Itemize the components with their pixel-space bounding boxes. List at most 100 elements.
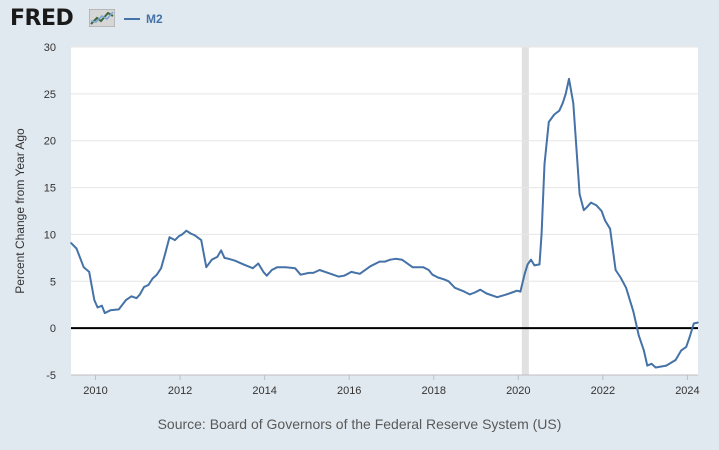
y-tick-label: 30 xyxy=(44,42,56,54)
x-tick-label: 2024 xyxy=(675,385,699,397)
data-point xyxy=(447,280,450,283)
data-point xyxy=(619,276,622,279)
data-point xyxy=(511,291,513,294)
data-point xyxy=(443,278,446,281)
data-point xyxy=(632,310,635,313)
x-tick-label: 2010 xyxy=(83,385,107,397)
data-point xyxy=(135,297,138,299)
data-point xyxy=(697,321,699,324)
data-point xyxy=(93,299,96,301)
legend-label-m2: M2 xyxy=(146,12,163,26)
legend-swatch-m2 xyxy=(124,18,140,20)
data-point xyxy=(312,272,315,274)
data-point xyxy=(234,259,236,262)
data-point xyxy=(271,269,273,271)
data-point xyxy=(463,290,465,293)
data-point xyxy=(210,258,213,261)
data-point xyxy=(505,293,508,296)
data-point xyxy=(117,308,120,311)
data-point xyxy=(205,266,208,269)
data-point xyxy=(189,232,192,235)
chart-legend: M2 xyxy=(124,12,163,26)
data-point xyxy=(561,102,564,105)
trend-line-icon xyxy=(89,9,115,27)
data-point xyxy=(130,295,133,298)
data-point xyxy=(104,312,106,314)
data-point xyxy=(378,260,381,263)
fred-logo[interactable]: FRED xyxy=(10,6,74,31)
y-tick-label: 25 xyxy=(44,89,56,101)
data-point xyxy=(284,266,287,269)
data-point xyxy=(614,269,617,271)
data-point xyxy=(147,284,150,286)
data-point xyxy=(422,266,424,269)
data-point xyxy=(318,269,321,271)
series-layer xyxy=(70,77,699,369)
data-point xyxy=(583,209,585,211)
data-point xyxy=(516,289,518,292)
data-point xyxy=(650,362,653,365)
data-point xyxy=(646,364,649,367)
data-point xyxy=(401,258,403,261)
x-tick-label: 2020 xyxy=(506,385,530,397)
data-point xyxy=(665,364,668,367)
x-axis: 2010 2012 2014 2016 2018 2020 2022 2024 xyxy=(71,374,700,397)
data-point xyxy=(680,349,682,352)
data-point xyxy=(543,163,546,165)
y-axis-label: Percent Change from Year Ago xyxy=(13,128,27,294)
data-point xyxy=(168,236,171,239)
data-point xyxy=(427,269,430,271)
data-point xyxy=(533,264,536,267)
data-point xyxy=(216,256,219,258)
y-axis: -5 0 5 10 15 20 25 30 xyxy=(44,42,56,382)
data-point xyxy=(347,272,349,275)
data-point xyxy=(185,229,188,232)
data-point xyxy=(101,304,103,307)
y-tick-label: -5 xyxy=(46,370,56,382)
data-point xyxy=(685,346,687,348)
data-point xyxy=(257,262,260,265)
data-point xyxy=(181,233,183,236)
data-point xyxy=(496,296,498,299)
data-point xyxy=(164,252,167,254)
data-point xyxy=(276,266,279,269)
y-tick-label: 20 xyxy=(44,136,56,148)
data-point xyxy=(600,210,603,212)
data-point xyxy=(308,272,310,274)
data-point xyxy=(143,286,145,288)
data-point xyxy=(437,276,439,279)
data-point xyxy=(578,193,581,195)
data-point xyxy=(262,271,265,273)
x-tick-label: 2012 xyxy=(168,385,192,397)
data-point xyxy=(595,204,598,207)
data-point xyxy=(252,267,254,269)
data-point xyxy=(265,274,268,277)
data-point xyxy=(564,93,567,95)
x-tick-label: 2018 xyxy=(422,385,446,397)
data-point xyxy=(638,334,640,337)
data-point xyxy=(384,260,386,263)
data-point xyxy=(337,275,340,278)
data-point xyxy=(625,287,627,289)
data-point xyxy=(643,349,645,352)
series-line-m2 xyxy=(70,77,699,369)
data-point xyxy=(394,257,397,260)
data-point xyxy=(540,232,543,235)
data-point xyxy=(174,239,176,241)
x-tick-label: 2016 xyxy=(337,385,361,397)
data-point xyxy=(558,109,561,112)
data-point xyxy=(688,336,691,339)
data-point xyxy=(358,272,361,275)
data-point xyxy=(294,267,296,269)
recession-band xyxy=(521,47,529,375)
y-tick-label: 15 xyxy=(44,183,56,195)
plot-area xyxy=(71,47,698,375)
data-point xyxy=(369,265,372,268)
data-point xyxy=(75,247,78,250)
data-point xyxy=(654,366,657,369)
data-point xyxy=(227,257,230,260)
data-point xyxy=(178,235,180,238)
data-point xyxy=(200,239,203,241)
data-point xyxy=(530,258,532,261)
